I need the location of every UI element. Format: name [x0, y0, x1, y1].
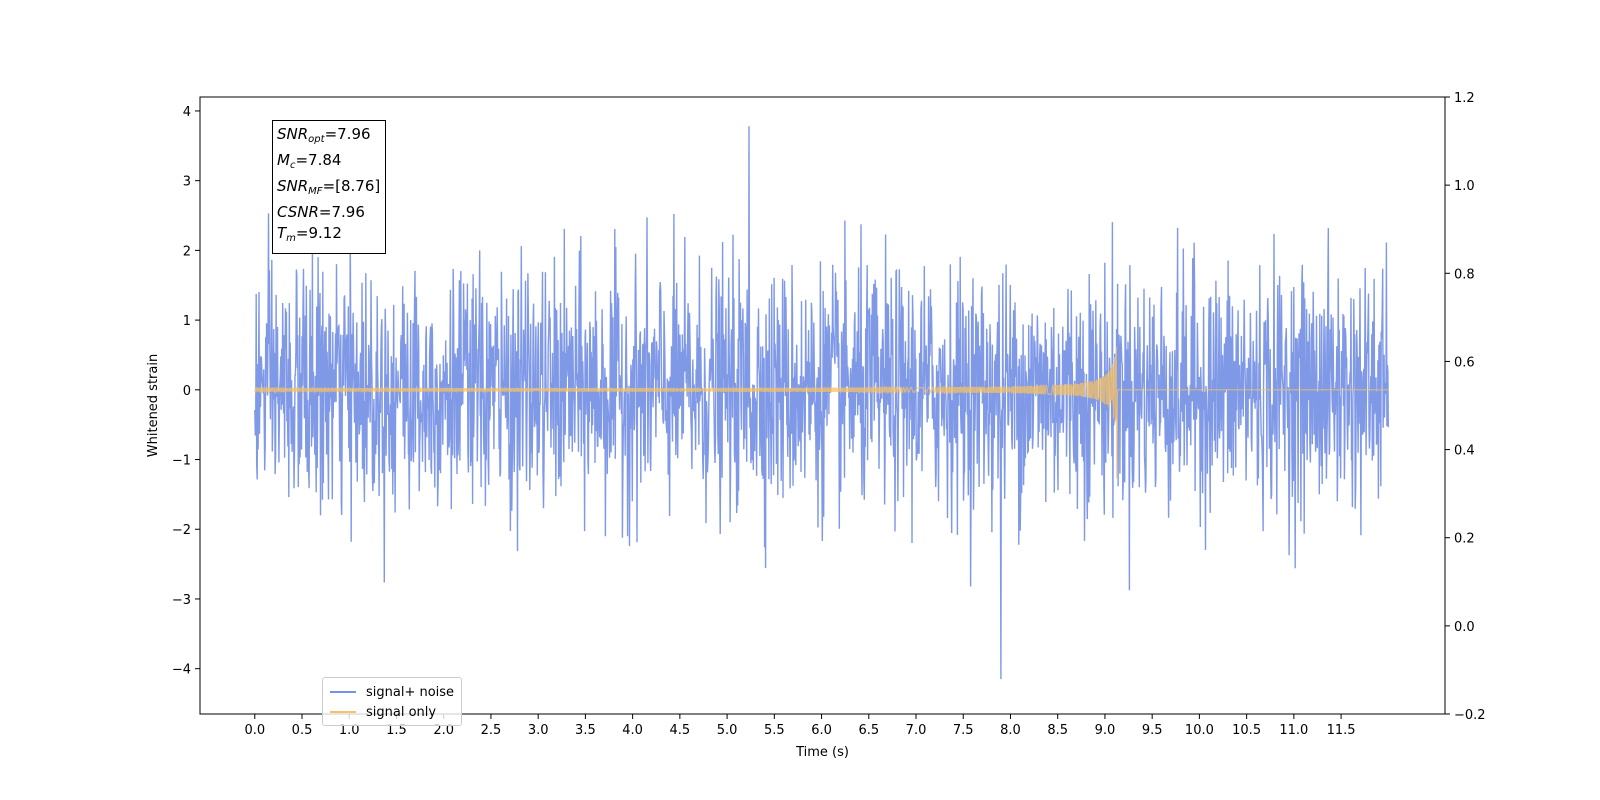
csnr-line: CSNR=7.96	[277, 203, 365, 221]
y-tick-label: −1	[172, 454, 191, 469]
legend-item-signal-only: signal only	[330, 702, 454, 722]
y2-tick-label: −0.2	[1454, 708, 1486, 723]
x-tick-label: 1.5	[386, 723, 407, 738]
axes-frame	[199, 96, 1446, 715]
x-tick-label: 11.0	[1279, 723, 1308, 738]
x-axis: 0.0 0.5 1.0 1.5 2.0 2.5 3.0 3.5 4.0 4.5 5.0 5.5 6.0 6…	[244, 714, 1356, 738]
x-tick-label: 7.0	[906, 723, 927, 738]
y-tick-label: 1	[183, 314, 191, 329]
x-tick-label: 4.0	[622, 723, 643, 738]
x-tick-label: 8.0	[1000, 723, 1021, 738]
x-tick-label: 8.5	[1047, 723, 1068, 738]
x-tick-label: 3.0	[528, 723, 549, 738]
series-signal-noise	[254, 126, 1389, 680]
chirp-mass-line: Mc=7.84	[277, 151, 342, 171]
legend-swatch-signal-only	[330, 711, 356, 713]
y-tick-label: −3	[172, 593, 191, 608]
y-tick-label: −4	[172, 663, 191, 678]
x-tick-label: 6.0	[811, 723, 832, 738]
y2-tick-label: 0.2	[1454, 532, 1475, 547]
x-tick-label: 10.0	[1185, 723, 1214, 738]
x-tick-label: 2.5	[481, 723, 502, 738]
x-tick-label: 10.5	[1232, 723, 1261, 738]
x-tick-label: 3.5	[575, 723, 596, 738]
x-tick-label: 11.5	[1327, 723, 1356, 738]
y-axis-right: 1.2 1.0 0.8 0.6 0.4 0.2 0.0 −0.2	[1445, 91, 1486, 723]
y-tick-label: 0	[183, 384, 191, 399]
y-axis-label: Whitened strain	[146, 354, 161, 457]
legend-label-signal-noise: signal+ noise	[366, 684, 455, 700]
x-tick-label: 9.5	[1142, 723, 1163, 738]
y-axis-left: 4 3 2 1 0 −1 −2 −3 −4	[172, 105, 200, 678]
x-axis-label: Time (s)	[795, 745, 849, 760]
x-tick-label: 2.0	[433, 723, 454, 738]
x-tick-label: 7.5	[953, 723, 974, 738]
x-tick-label: 1.0	[339, 723, 360, 738]
x-tick-label: 6.5	[858, 723, 879, 738]
merger-time-line: Tm=9.12	[277, 224, 342, 244]
series-signal-only	[254, 346, 1389, 479]
y2-tick-label: 0.0	[1454, 620, 1475, 635]
y2-tick-label: 1.2	[1454, 91, 1475, 106]
y2-tick-label: 1.0	[1454, 179, 1475, 194]
legend-item-signal-noise: signal+ noise	[330, 682, 454, 702]
y-tick-label: −2	[172, 523, 191, 538]
legend-swatch-signal-noise	[330, 691, 356, 693]
y-tick-label: 3	[183, 175, 191, 190]
x-tick-label: 0.5	[292, 723, 313, 738]
x-tick-label: 5.0	[717, 723, 738, 738]
y2-tick-label: 0.6	[1454, 355, 1475, 370]
annotation-box: SNRopt=7.96 Mc=7.84 SNRMF=[8.76] CSNR=7.…	[272, 120, 387, 254]
y-tick-label: 2	[183, 244, 191, 259]
legend-label-signal-only: signal only	[366, 704, 437, 720]
y2-tick-label: 0.4	[1454, 444, 1475, 459]
x-tick-label: 4.5	[670, 723, 691, 738]
y-tick-label: 4	[183, 105, 191, 120]
y2-tick-label: 0.8	[1454, 267, 1475, 282]
x-tick-label: 9.0	[1095, 723, 1116, 738]
snr-mf-line: SNRMF=[8.76]	[277, 177, 381, 197]
x-tick-label: 0.0	[244, 723, 265, 738]
snr-opt-line: SNRopt=7.96	[277, 125, 371, 145]
plot-area	[254, 126, 1389, 680]
legend: signal+ noise signal only	[322, 677, 463, 726]
x-tick-label: 5.5	[764, 723, 785, 738]
